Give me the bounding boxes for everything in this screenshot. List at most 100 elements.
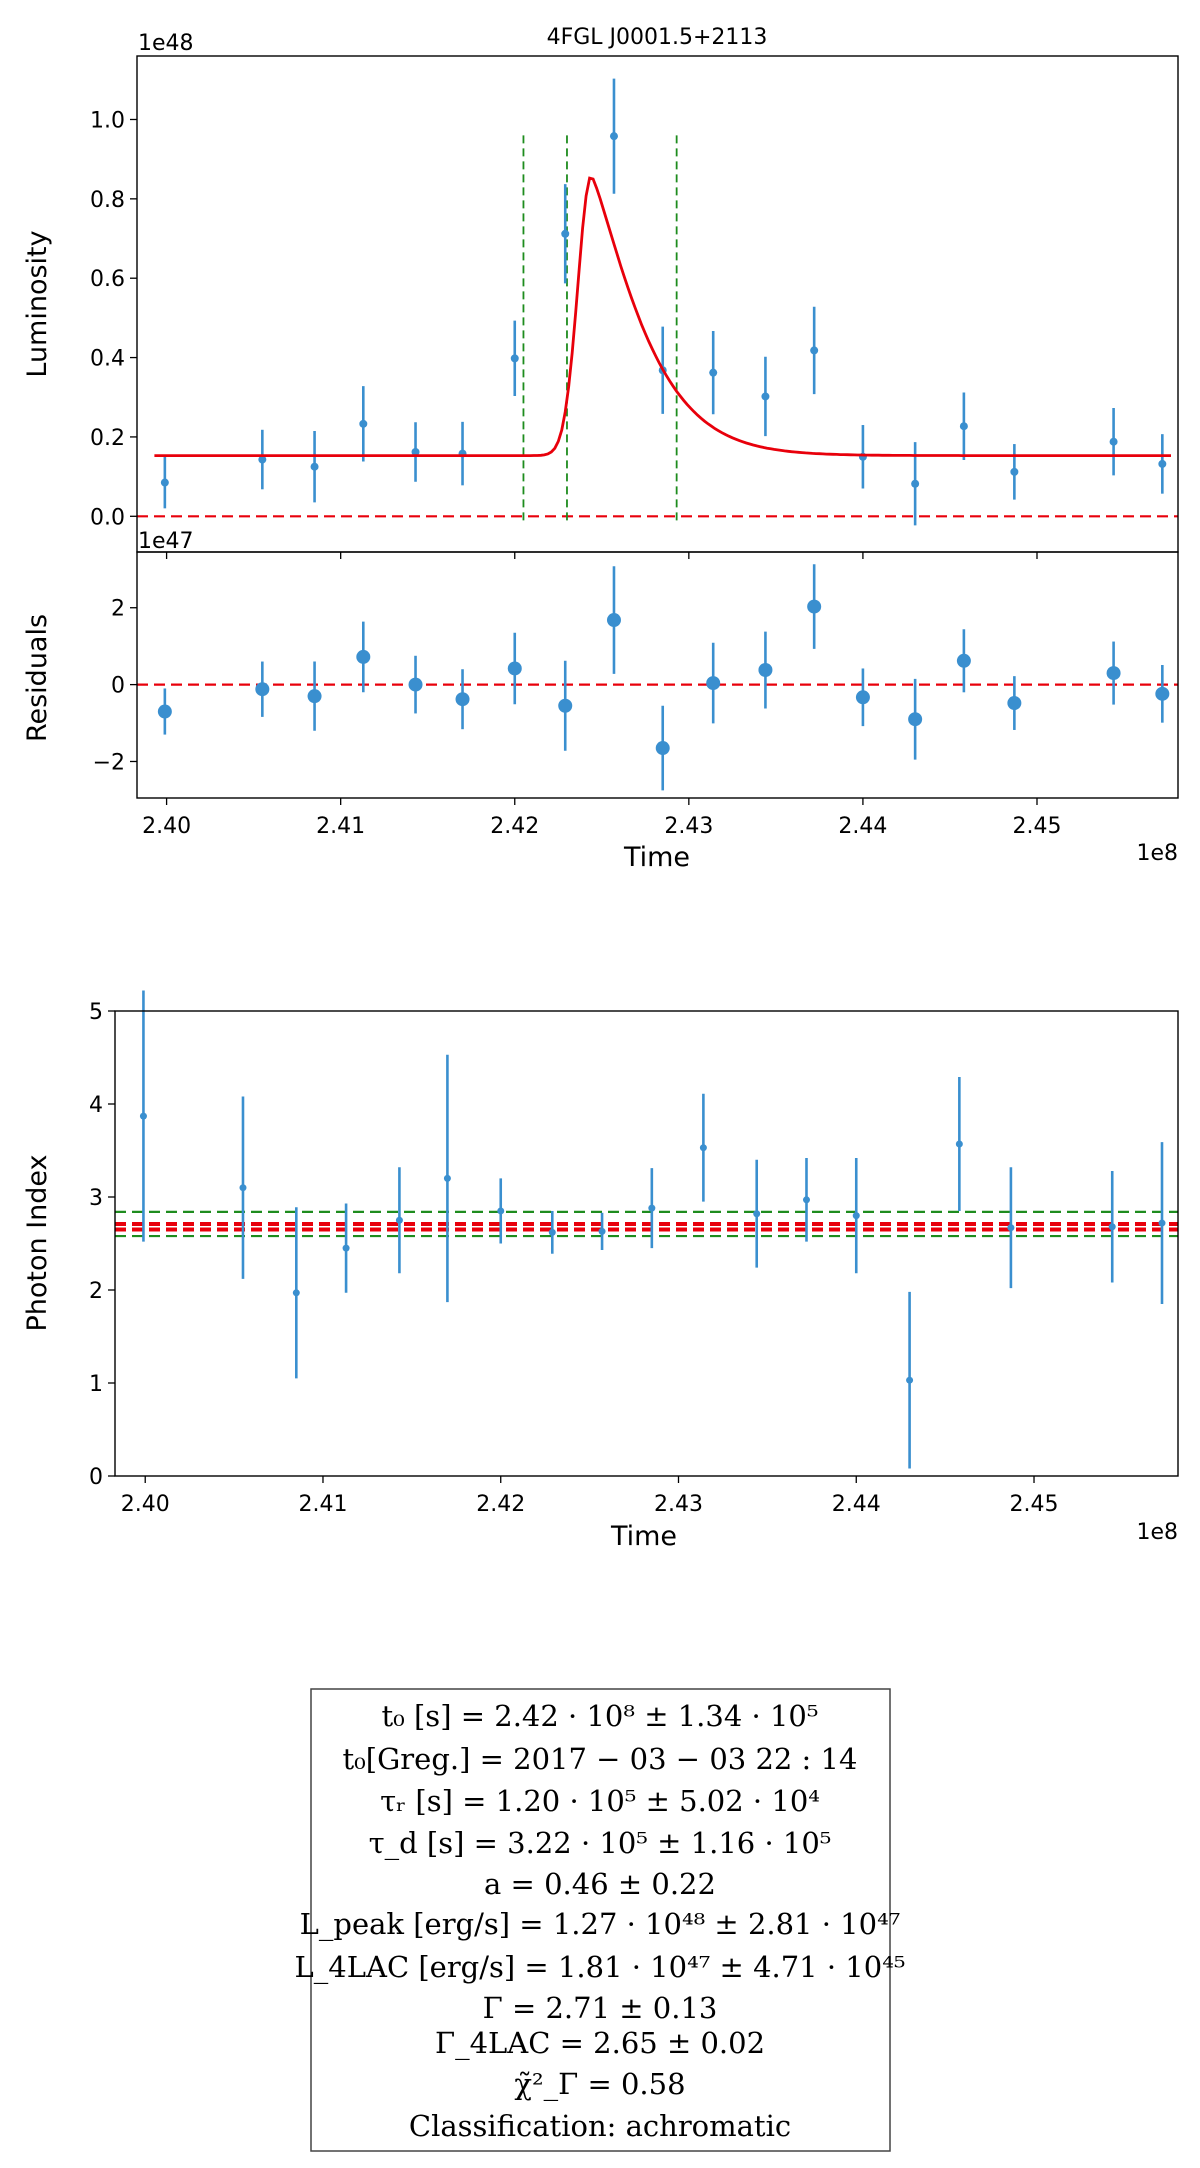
data-point: [157, 704, 172, 719]
result-tau-decay: τ_d [s] = 3.22 · 10⁵ ± 1.16 · 10⁵: [369, 1826, 832, 1861]
result-classification: Classification: achromatic: [409, 2109, 791, 2143]
photon-index-plot-frame: [114, 1010, 1179, 1477]
y-tick-label: 0.4: [90, 347, 125, 372]
data-point: [497, 1207, 505, 1215]
x-tick-label: 2.43: [654, 1492, 703, 1517]
x-tick-label: 2.42: [490, 814, 539, 839]
data-point: [709, 368, 718, 377]
data-point: [310, 462, 319, 471]
chart-title: 4FGL J0001.5+2113: [547, 25, 768, 50]
residuals-axis-label: Residuals: [22, 614, 53, 742]
x-tick-label: 2.45: [1010, 1492, 1059, 1517]
data-point: [160, 478, 169, 487]
data-point: [307, 689, 322, 704]
data-point: [395, 1216, 403, 1224]
result-gamma: Γ = 2.71 ± 0.13: [483, 1991, 718, 2025]
data-point: [443, 1174, 451, 1182]
data-point: [852, 1212, 860, 1220]
y-tick-label: 0: [89, 1465, 103, 1490]
y-tick-label: 0.6: [90, 267, 125, 292]
data-point: [956, 653, 971, 668]
data-point: [955, 1140, 963, 1148]
data-point: [455, 692, 470, 707]
result-t0-gregorian: t₀[Greg.] = 2017 − 03 − 03 22 : 14: [343, 1742, 858, 1776]
data-point: [911, 479, 920, 488]
data-point: [908, 712, 923, 727]
data-point: [598, 1227, 606, 1235]
result-a: a = 0.46 ± 0.22: [484, 1867, 716, 1901]
data-point: [758, 663, 773, 678]
data-point: [1158, 459, 1167, 468]
residuals-x-offset-label: 1e8: [1136, 841, 1178, 866]
data-point: [802, 1196, 810, 1204]
data-point: [810, 346, 819, 355]
x-tick-label: 2.44: [832, 1492, 881, 1517]
result-t0: t₀ [s] = 2.42 · 10⁸ ± 1.34 · 10⁵: [382, 1699, 819, 1733]
data-point: [1106, 666, 1121, 681]
data-point: [753, 1210, 761, 1218]
x-tick-label: 2.41: [298, 1492, 347, 1517]
y-tick-label: −2: [93, 750, 125, 775]
data-point: [1007, 1224, 1015, 1232]
photon-index-axis-label: Photon Index: [22, 1154, 53, 1331]
photon-index-x-axis-label: Time: [610, 1521, 677, 1552]
y-tick-label: 3: [89, 1186, 103, 1211]
y-tick-label: 2: [89, 1279, 103, 1304]
y-tick-label: 2: [111, 597, 125, 622]
data-point: [1109, 437, 1118, 446]
y-tick-label: 0.2: [90, 426, 125, 451]
data-point: [561, 229, 570, 238]
data-point: [255, 682, 270, 697]
data-point: [139, 1112, 147, 1120]
data-point: [510, 354, 519, 363]
residuals-plot-frame: [136, 551, 1179, 799]
y-tick-label: 0: [111, 674, 125, 699]
data-point: [1158, 1219, 1166, 1227]
result-l-4lac: L_4LAC [erg/s] = 1.81 · 10⁴⁷ ± 4.71 · 10…: [295, 1950, 906, 1985]
data-point: [411, 448, 420, 457]
residuals-panel: 1e47 Residuals Time 1e8 −2 0 2 2.40 2.41 2.42…: [22, 529, 1179, 873]
result-l-peak: L_peak [erg/s] = 1.27 · 10⁴⁸ ± 2.81 · 10…: [300, 1907, 901, 1942]
photon-index-panel: Photon Index Time 1e8 0 1 2 3 4 5 2.40 2.41 2.42…: [22, 990, 1179, 1552]
data-point: [1007, 696, 1022, 711]
result-gamma-4lac: Γ_4LAC = 2.65 ± 0.02: [435, 2026, 765, 2061]
data-point: [507, 661, 522, 676]
data-point: [699, 1144, 707, 1152]
data-point: [1010, 467, 1019, 476]
data-point: [706, 676, 721, 691]
fit-results-box: t₀ [s] = 2.42 · 10⁸ ± 1.34 · 10⁵ t₀[Greg…: [295, 1688, 906, 2152]
photon-index-x-offset-label: 1e8: [1136, 1520, 1178, 1545]
data-point: [408, 677, 423, 692]
data-point: [959, 422, 968, 431]
data-point: [548, 1228, 556, 1236]
y-tick-label: 0.0: [90, 505, 125, 530]
x-tick-label: 2.43: [664, 814, 713, 839]
data-point: [359, 419, 368, 428]
x-tick-label: 2.42: [476, 1492, 525, 1517]
x-tick-label: 2.45: [1013, 814, 1062, 839]
x-tick-label: 2.44: [838, 814, 887, 839]
residuals-offset-label: 1e47: [138, 529, 194, 554]
luminosity-offset-label: 1e48: [138, 31, 194, 56]
x-tick-label: 2.40: [142, 814, 191, 839]
data-point: [239, 1184, 247, 1192]
y-tick-label: 0.8: [90, 188, 125, 213]
data-point: [648, 1204, 656, 1212]
y-tick-label: 1.0: [90, 108, 125, 133]
y-tick-label: 1: [89, 1372, 103, 1397]
data-point: [906, 1376, 914, 1384]
data-point: [655, 741, 670, 756]
data-point: [342, 1244, 350, 1252]
data-point: [609, 132, 618, 141]
data-point: [606, 613, 621, 628]
data-point: [558, 698, 573, 713]
data-point: [356, 649, 371, 664]
y-tick-label: 4: [89, 1093, 103, 1118]
data-point: [292, 1289, 300, 1297]
data-point: [855, 690, 870, 705]
x-tick-label: 2.41: [316, 814, 365, 839]
data-point: [761, 392, 770, 401]
residuals-x-axis-label: Time: [623, 842, 690, 873]
fit-curve: [154, 176, 1171, 458]
